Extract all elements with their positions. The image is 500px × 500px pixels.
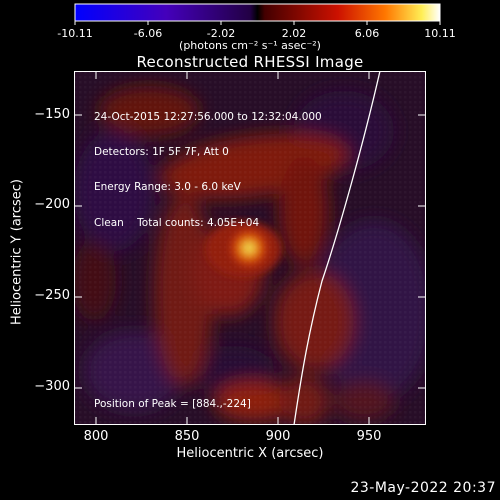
- y-tick-label: −250: [34, 288, 70, 303]
- y-axis-label: Heliocentric Y (arcsec): [9, 179, 25, 325]
- x-tick-label: 950: [356, 429, 382, 444]
- x-tick-label: 900: [265, 429, 291, 444]
- annotation-line: Clean Total counts: 4.05E+04: [94, 216, 260, 229]
- x-tick-label: 850: [174, 429, 200, 444]
- plot-datestamp: 23-May-2022 20:37: [350, 480, 496, 496]
- colorbar-tick: -10.11: [57, 27, 93, 40]
- colorbar-tick: -6.06: [133, 27, 163, 40]
- colorbar-units: (photons cm⁻² s⁻¹ asec⁻²): [179, 39, 321, 52]
- y-tick-label: −300: [34, 379, 70, 394]
- annotation-line: 24-Oct-2015 12:27:56.000 to 12:32:04.000: [94, 110, 322, 123]
- annotation-line: Energy Range: 3.0 - 6.0 keV: [94, 181, 241, 194]
- colorbar: [74, 3, 441, 25]
- colorbar-tick: 2.02: [281, 27, 307, 40]
- x-tick-label: 800: [83, 429, 109, 444]
- colorbar-tick: 6.06: [354, 27, 380, 40]
- colorbar-tick: 10.11: [424, 27, 456, 40]
- annotation-block: 24-Oct-2015 12:27:56.000 to 12:32:04.000…: [94, 88, 322, 241]
- x-axis-label: Heliocentric X (arcsec): [176, 446, 324, 461]
- y-tick-label: −150: [34, 107, 70, 122]
- heatmap-plot: [74, 71, 426, 425]
- colorbar-tick: -2.02: [206, 27, 236, 40]
- annotation-line: Detectors: 1F 5F 7F, Att 0: [94, 145, 229, 158]
- peak-position-label: Position of Peak = [884.,-224]: [94, 398, 251, 410]
- chart-title: Reconstructed RHESSI Image: [136, 53, 364, 71]
- y-tick-label: −200: [34, 197, 70, 212]
- solar-limb: [293, 71, 381, 425]
